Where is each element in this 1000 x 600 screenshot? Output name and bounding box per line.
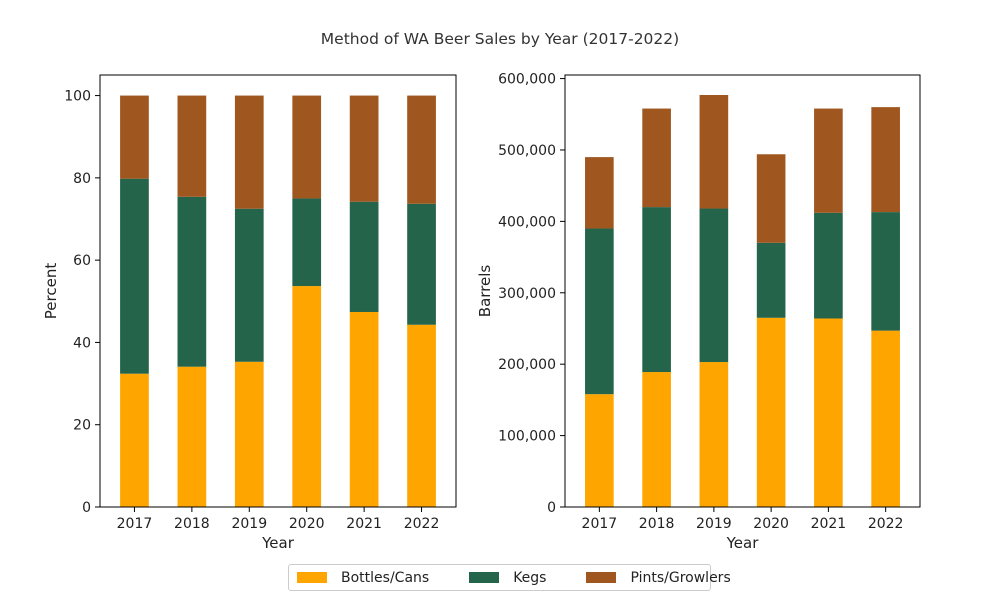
x-tick-label: 2019 (231, 516, 267, 532)
x-tick-label: 2022 (404, 516, 440, 532)
y-tick-label: 100 (64, 89, 91, 105)
bar-bottles-cans-2021 (349, 311, 379, 507)
y-axis-label: Percent (42, 263, 60, 320)
bar-pints-growlers-2020 (292, 95, 322, 199)
bar-pints-growlers-2017 (120, 95, 149, 179)
chart-title: Method of WA Beer Sales by Year (2017-20… (321, 30, 679, 48)
bar-pints-growlers-2019 (234, 95, 264, 209)
legend-item-pints-growlers: Pints/Growlers (578, 569, 731, 586)
x-tick-label: 2021 (346, 516, 382, 532)
y-tick-label: 80 (73, 171, 91, 187)
plot-frame (99, 74, 457, 508)
legend-label-pints-growlers: Pints/Growlers (630, 569, 731, 586)
y-tick-label: 400,000 (498, 214, 556, 230)
x-tick-label: 2021 (811, 516, 847, 532)
bar-kegs-2019 (699, 208, 729, 363)
y-tick-label: 100,000 (498, 429, 556, 445)
x-tick-label: 2018 (639, 516, 675, 532)
legend-item-bottles-cans: Bottles/Cans (289, 570, 461, 586)
bar-pints-growlers-2021 (814, 108, 843, 213)
bar-pints-growlers-2019 (699, 94, 729, 209)
barrels-chart-panel: 0 100,000 200,000 300,000 400,000 500,000 600,… (476, 72, 921, 552)
y-tick-label: 20 (73, 418, 91, 434)
x-tick-label: 2019 (696, 516, 732, 532)
y-tick-label: 600,000 (498, 72, 556, 88)
bar-bottles-cans-2019 (234, 361, 264, 507)
bar-kegs-2020 (292, 198, 322, 287)
legend-item-kegs: Kegs (461, 570, 578, 586)
legend-swatch-pints-growlers (586, 572, 617, 583)
x-tick-label: 2020 (753, 516, 789, 532)
x-axis-label: Year (261, 534, 295, 552)
x-tick-label: 2020 (289, 516, 325, 532)
x-tick-label: 2017 (117, 516, 153, 532)
bar-kegs-2018 (642, 207, 671, 373)
bar-kegs-2021 (814, 212, 843, 319)
bar-bottles-cans-2021 (814, 318, 843, 507)
bar-pints-growlers-2018 (177, 95, 207, 197)
legend: Bottles/Cans Kegs Pints/Growlers (288, 564, 731, 591)
bar-bottles-cans-2017 (585, 394, 614, 507)
bar-kegs-2018 (177, 196, 207, 367)
y-axis-label: Barrels (476, 265, 494, 318)
bar-kegs-2019 (234, 208, 264, 362)
x-tick-label: 2022 (868, 516, 904, 532)
percent-chart-panel: 0 20 40 60 80 100 2017 2018 2019 2020 2021 2022 Year… (42, 74, 457, 552)
bar-pints-growlers-2018 (642, 108, 671, 208)
bar-kegs-2017 (120, 178, 149, 374)
bar-pints-growlers-2022 (871, 107, 900, 213)
x-tick-label: 2018 (174, 516, 210, 532)
y-tick-label: 200,000 (498, 357, 556, 373)
y-tick-label: 500,000 (498, 143, 556, 159)
bar-bottles-cans-2022 (407, 324, 436, 507)
bar-bottles-cans-2018 (177, 366, 207, 507)
bar-pints-growlers-2017 (585, 157, 614, 229)
bar-bottles-cans-2019 (699, 362, 729, 507)
bar-kegs-2021 (349, 201, 379, 312)
bar-kegs-2020 (756, 242, 786, 318)
y-tick-label: 0 (82, 500, 91, 516)
bar-pints-growlers-2020 (756, 154, 786, 243)
bar-bottles-cans-2022 (871, 330, 900, 507)
x-axis-label: Year (726, 534, 760, 552)
bar-bottles-cans-2017 (120, 373, 149, 507)
plot-frame (564, 74, 921, 508)
bar-pints-growlers-2021 (349, 95, 379, 202)
bar-kegs-2017 (585, 228, 614, 395)
bar-bottles-cans-2020 (756, 317, 786, 507)
y-tick-label: 60 (73, 253, 91, 269)
bar-kegs-2022 (407, 203, 436, 325)
bar-kegs-2022 (871, 212, 900, 331)
bar-bottles-cans-2018 (642, 372, 671, 507)
bar-pints-growlers-2022 (407, 95, 436, 204)
legend-swatch-bottles-cans (297, 572, 327, 583)
y-tick-label: 300,000 (498, 286, 556, 302)
y-tick-label: 40 (73, 335, 91, 351)
y-tick-label: 0 (547, 500, 556, 516)
x-tick-label: 2017 (582, 516, 618, 532)
legend-swatch-kegs (469, 572, 500, 583)
legend-label-bottles-cans: Bottles/Cans (341, 569, 430, 586)
legend-label-kegs: Kegs (513, 569, 547, 586)
bar-bottles-cans-2020 (292, 286, 322, 507)
